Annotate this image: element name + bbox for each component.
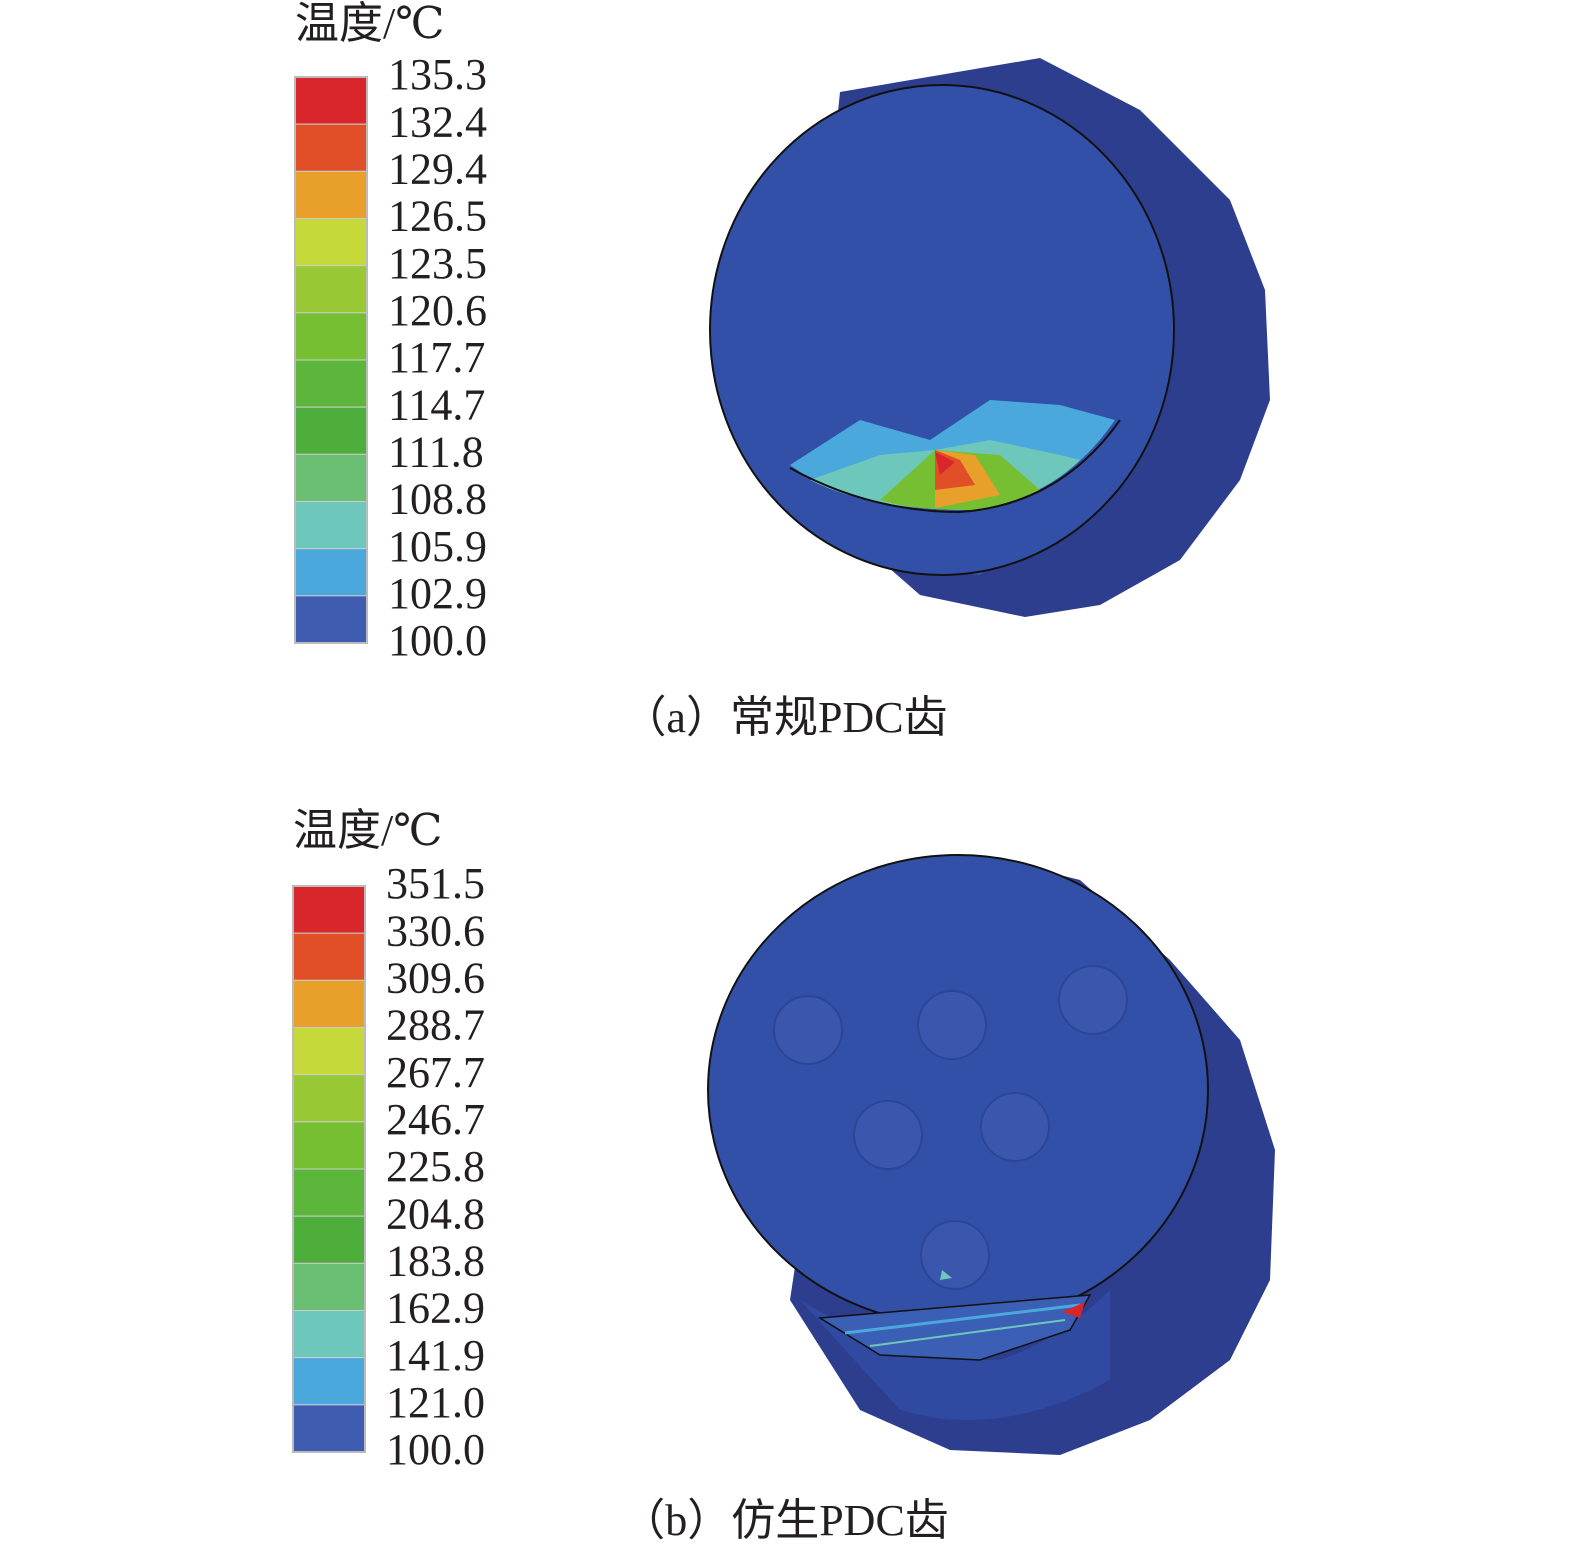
legend-label: 225.8 — [386, 1142, 485, 1191]
legend-title: 温度/℃ — [293, 806, 442, 855]
legend-label: 126.5 — [388, 192, 487, 241]
legend-band — [294, 453, 368, 503]
legend-label: 288.7 — [386, 1001, 485, 1050]
pdc-cutter-a — [709, 58, 1270, 617]
caption: （a）常规PDC齿 — [622, 693, 947, 742]
legend-band — [294, 170, 368, 219]
legend-label: 123.5 — [388, 239, 487, 288]
legend-label: 267.7 — [386, 1048, 485, 1097]
legend-band — [292, 1168, 366, 1217]
legend-label: 117.7 — [388, 333, 485, 382]
legend-label: 330.6 — [386, 906, 485, 955]
legend-band — [294, 501, 368, 550]
legend-label: 102.9 — [388, 569, 487, 618]
legend-label: 183.8 — [386, 1236, 485, 1285]
legend-label: 108.8 — [388, 475, 487, 524]
legend-label: 129.4 — [388, 144, 487, 193]
legend-title: 温度/℃ — [295, 0, 444, 48]
legend-band — [294, 595, 368, 644]
legend-label: 246.7 — [386, 1095, 485, 1144]
legend-label: 111.8 — [388, 427, 484, 476]
legend-band — [294, 76, 368, 125]
legend-label: 100.0 — [388, 616, 487, 665]
legend-band — [294, 265, 368, 314]
legend-band — [292, 1310, 366, 1359]
legend-label: 351.5 — [386, 859, 485, 908]
legend-band — [292, 932, 366, 981]
legend-band — [294, 406, 368, 455]
legend-band — [292, 1027, 366, 1076]
legend-band — [294, 548, 368, 597]
legend-label: 135.3 — [388, 50, 487, 99]
legend-band — [292, 1262, 366, 1312]
legend-label: 204.8 — [386, 1189, 485, 1238]
legend-frame — [292, 885, 366, 1453]
legend-label: 141.9 — [386, 1331, 485, 1380]
caption: （b）仿生PDC齿 — [621, 1496, 949, 1545]
legend-band — [292, 1404, 366, 1453]
legend-band — [292, 1215, 366, 1264]
legend-label: 162.9 — [386, 1284, 485, 1333]
legend-label: 132.4 — [388, 97, 487, 146]
legend-band — [292, 1357, 366, 1406]
legend-label: 120.6 — [388, 286, 487, 335]
legend-band — [294, 312, 368, 361]
legend-label: 121.0 — [386, 1378, 485, 1427]
legend-band — [292, 885, 366, 934]
legend-band — [292, 1074, 366, 1123]
legend-band — [294, 123, 368, 172]
legend-band — [294, 359, 368, 408]
legend-label: 100.0 — [386, 1425, 485, 1474]
legend-frame — [294, 76, 368, 644]
legend-band — [294, 218, 368, 267]
legend-label: 105.9 — [388, 522, 487, 571]
pdc-cutter-b — [707, 854, 1275, 1455]
legend-band — [292, 1121, 366, 1170]
legend-band — [292, 979, 366, 1028]
legend-label: 309.6 — [386, 953, 485, 1002]
legend-label: 114.7 — [388, 380, 485, 429]
